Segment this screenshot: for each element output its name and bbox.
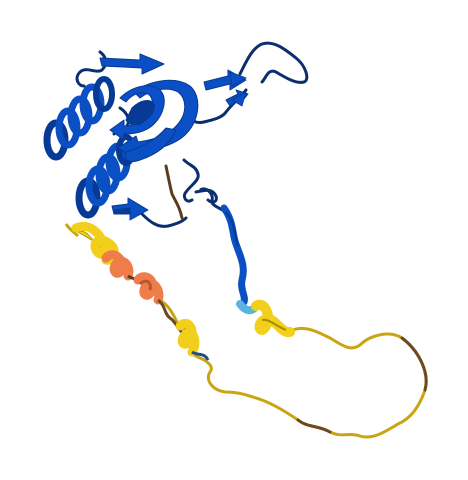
yellow-helix-2	[180, 323, 195, 352]
coil-tail-dark-segment	[402, 338, 426, 390]
coil-center-down	[184, 160, 198, 201]
orange-helix-1	[106, 255, 129, 276]
coil-center-brown	[166, 166, 182, 218]
core-coils	[77, 43, 307, 226]
beta-strand-top	[100, 54, 164, 74]
disordered-tail	[160, 300, 426, 437]
coil-bottom	[142, 214, 186, 226]
coil-tail-main	[190, 328, 426, 437]
middle-linker	[200, 189, 290, 332]
helix-upper	[47, 79, 112, 157]
blue-strand-down	[224, 208, 244, 302]
coil-tail-dark-segment-2	[298, 420, 330, 432]
orange-helix-2	[138, 277, 159, 300]
yellow-helix-mid	[256, 305, 290, 332]
coil-top-right-loop	[240, 43, 307, 82]
n-terminal-helices	[66, 224, 208, 360]
